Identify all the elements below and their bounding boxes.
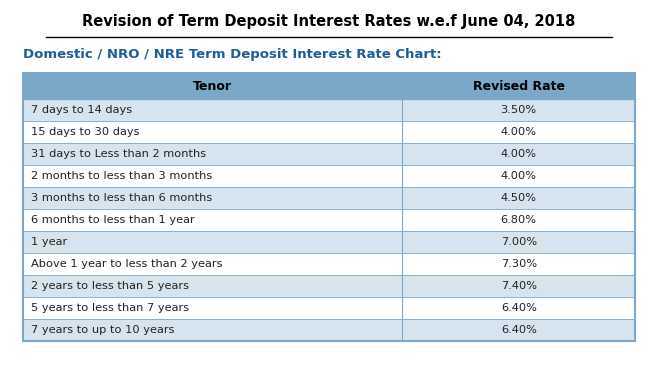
- Text: 7.00%: 7.00%: [501, 237, 537, 247]
- Text: 7 days to 14 days: 7 days to 14 days: [31, 105, 132, 115]
- Text: 1 year: 1 year: [31, 237, 67, 247]
- Bar: [23, 319, 635, 341]
- Text: 4.00%: 4.00%: [501, 127, 537, 137]
- Text: 2 years to less than 5 years: 2 years to less than 5 years: [31, 281, 189, 291]
- Text: 4.00%: 4.00%: [501, 149, 537, 159]
- Bar: [23, 297, 635, 319]
- Text: 4.00%: 4.00%: [501, 171, 537, 181]
- Text: 7.40%: 7.40%: [501, 281, 537, 291]
- Bar: [23, 209, 635, 231]
- Text: Revised Rate: Revised Rate: [472, 80, 565, 93]
- Text: Revision of Term Deposit Interest Rates w.e.f June 04, 2018: Revision of Term Deposit Interest Rates …: [82, 14, 576, 29]
- Text: 6.40%: 6.40%: [501, 325, 537, 335]
- Bar: [23, 275, 635, 297]
- Bar: [23, 253, 635, 275]
- Bar: [23, 165, 635, 187]
- Bar: [23, 121, 635, 143]
- Text: Domestic / NRO / NRE Term Deposit Interest Rate Chart:: Domestic / NRO / NRE Term Deposit Intere…: [23, 48, 442, 61]
- Text: 6.80%: 6.80%: [501, 215, 537, 225]
- Text: 31 days to Less than 2 months: 31 days to Less than 2 months: [31, 149, 206, 159]
- Text: 7.30%: 7.30%: [501, 259, 537, 269]
- Text: 15 days to 30 days: 15 days to 30 days: [31, 127, 139, 137]
- Text: Tenor: Tenor: [193, 80, 232, 93]
- Text: Above 1 year to less than 2 years: Above 1 year to less than 2 years: [31, 259, 222, 269]
- Text: 4.50%: 4.50%: [501, 193, 537, 203]
- Bar: [23, 73, 635, 341]
- Text: 7 years to up to 10 years: 7 years to up to 10 years: [31, 325, 174, 335]
- Text: 5 years to less than 7 years: 5 years to less than 7 years: [31, 303, 189, 313]
- Bar: [23, 99, 635, 121]
- Text: 3.50%: 3.50%: [501, 105, 537, 115]
- Text: 2 months to less than 3 months: 2 months to less than 3 months: [31, 171, 212, 181]
- Bar: [23, 187, 635, 209]
- Text: 6.40%: 6.40%: [501, 303, 537, 313]
- Bar: [23, 231, 635, 253]
- Text: 3 months to less than 6 months: 3 months to less than 6 months: [31, 193, 212, 203]
- Bar: [23, 143, 635, 165]
- Text: 6 months to less than 1 year: 6 months to less than 1 year: [31, 215, 195, 225]
- Bar: [23, 73, 635, 99]
